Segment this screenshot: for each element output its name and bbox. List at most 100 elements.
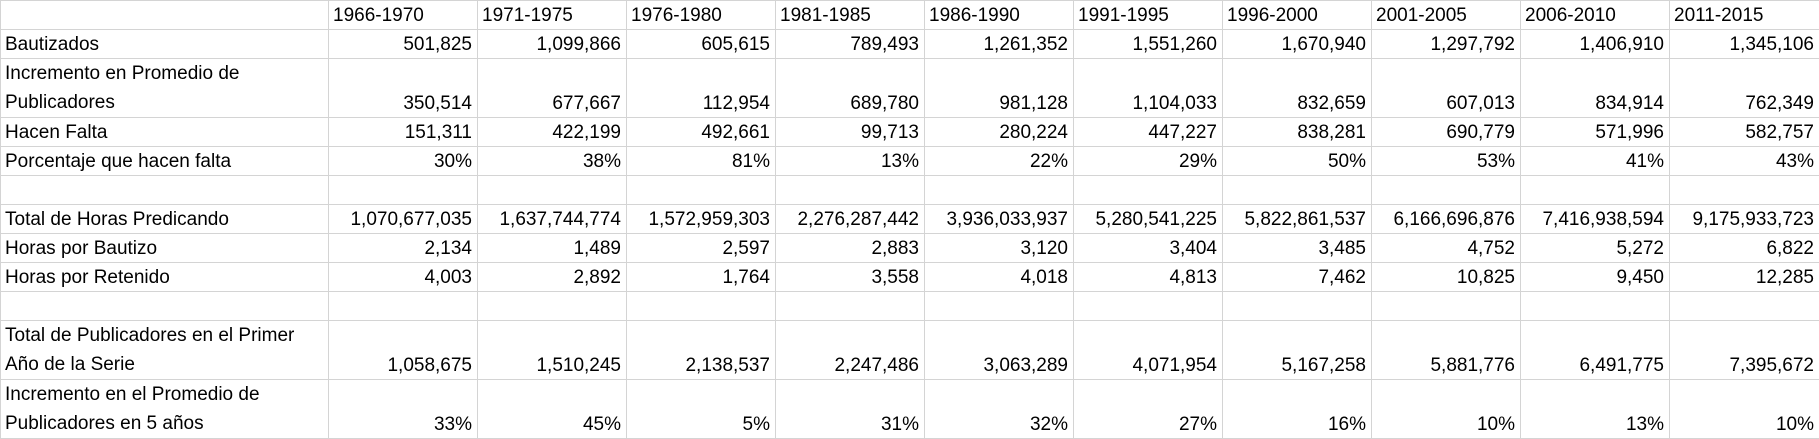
- data-cell[interactable]: 112,954: [627, 59, 776, 118]
- empty-cell[interactable]: [1521, 176, 1670, 205]
- empty-cell[interactable]: [478, 292, 627, 321]
- data-cell[interactable]: 350,514: [329, 59, 478, 118]
- data-cell[interactable]: 1,297,792: [1372, 30, 1521, 59]
- data-cell[interactable]: 1,058,675: [329, 321, 478, 380]
- column-header-cell[interactable]: 2006-2010: [1521, 1, 1670, 30]
- data-cell[interactable]: 5,881,776: [1372, 321, 1521, 380]
- data-cell[interactable]: 3,558: [776, 263, 925, 292]
- data-cell[interactable]: 45%: [478, 380, 627, 439]
- empty-cell[interactable]: [329, 176, 478, 205]
- empty-cell[interactable]: [329, 292, 478, 321]
- data-cell[interactable]: 4,752: [1372, 234, 1521, 263]
- data-cell[interactable]: 1,489: [478, 234, 627, 263]
- empty-cell[interactable]: [1372, 176, 1521, 205]
- data-cell[interactable]: 27%: [1074, 380, 1223, 439]
- data-cell[interactable]: 2,247,486: [776, 321, 925, 380]
- data-cell[interactable]: 1,510,245: [478, 321, 627, 380]
- data-cell[interactable]: 4,018: [925, 263, 1074, 292]
- row-label-cell[interactable]: Horas por Bautizo: [1, 234, 329, 263]
- data-cell[interactable]: 1,637,744,774: [478, 205, 627, 234]
- data-cell[interactable]: 10,825: [1372, 263, 1521, 292]
- empty-cell[interactable]: [1, 176, 329, 205]
- data-cell[interactable]: 1,345,106: [1670, 30, 1819, 59]
- column-header-cell[interactable]: 1986-1990: [925, 1, 1074, 30]
- data-cell[interactable]: 151,311: [329, 118, 478, 147]
- empty-cell[interactable]: [1074, 292, 1223, 321]
- data-cell[interactable]: 7,462: [1223, 263, 1372, 292]
- data-cell[interactable]: 762,349: [1670, 59, 1819, 118]
- row-label-cell[interactable]: Total de Horas Predicando: [1, 205, 329, 234]
- data-cell[interactable]: 5,167,258: [1223, 321, 1372, 380]
- data-cell[interactable]: 7,416,938,594: [1521, 205, 1670, 234]
- data-cell[interactable]: 834,914: [1521, 59, 1670, 118]
- data-cell[interactable]: 81%: [627, 147, 776, 176]
- column-header-cell[interactable]: 1996-2000: [1223, 1, 1372, 30]
- data-cell[interactable]: 582,757: [1670, 118, 1819, 147]
- row-label-cell[interactable]: Incremento en Promedio de Publicadores: [1, 59, 329, 118]
- data-cell[interactable]: 571,996: [1521, 118, 1670, 147]
- data-cell[interactable]: 605,615: [627, 30, 776, 59]
- data-cell[interactable]: 43%: [1670, 147, 1819, 176]
- empty-cell[interactable]: [478, 176, 627, 205]
- data-cell[interactable]: 9,450: [1521, 263, 1670, 292]
- row-label-cell[interactable]: Total de Publicadores en el Primer Año d…: [1, 321, 329, 380]
- data-cell[interactable]: 838,281: [1223, 118, 1372, 147]
- data-cell[interactable]: 832,659: [1223, 59, 1372, 118]
- data-cell[interactable]: 501,825: [329, 30, 478, 59]
- data-cell[interactable]: 12,285: [1670, 263, 1819, 292]
- data-cell[interactable]: 5%: [627, 380, 776, 439]
- data-cell[interactable]: 3,485: [1223, 234, 1372, 263]
- data-cell[interactable]: 1,406,910: [1521, 30, 1670, 59]
- data-cell[interactable]: 1,099,866: [478, 30, 627, 59]
- data-cell[interactable]: 22%: [925, 147, 1074, 176]
- data-cell[interactable]: 1,104,033: [1074, 59, 1223, 118]
- data-cell[interactable]: 6,491,775: [1521, 321, 1670, 380]
- empty-cell[interactable]: [627, 292, 776, 321]
- empty-cell[interactable]: [925, 292, 1074, 321]
- data-cell[interactable]: 1,572,959,303: [627, 205, 776, 234]
- data-cell[interactable]: 1,261,352: [925, 30, 1074, 59]
- column-header-cell[interactable]: 1991-1995: [1074, 1, 1223, 30]
- data-cell[interactable]: 10%: [1670, 380, 1819, 439]
- empty-cell[interactable]: [1670, 292, 1819, 321]
- column-header-cell[interactable]: 1966-1970: [329, 1, 478, 30]
- data-cell[interactable]: 4,003: [329, 263, 478, 292]
- data-cell[interactable]: 1,070,677,035: [329, 205, 478, 234]
- data-cell[interactable]: 41%: [1521, 147, 1670, 176]
- data-cell[interactable]: 690,779: [1372, 118, 1521, 147]
- data-cell[interactable]: 1,551,260: [1074, 30, 1223, 59]
- row-label-cell[interactable]: Hacen Falta: [1, 118, 329, 147]
- data-cell[interactable]: 5,272: [1521, 234, 1670, 263]
- corner-cell[interactable]: [1, 1, 329, 30]
- data-cell[interactable]: 2,892: [478, 263, 627, 292]
- empty-cell[interactable]: [776, 176, 925, 205]
- empty-cell[interactable]: [1074, 176, 1223, 205]
- data-cell[interactable]: 16%: [1223, 380, 1372, 439]
- data-cell[interactable]: 9,175,933,723: [1670, 205, 1819, 234]
- data-cell[interactable]: 689,780: [776, 59, 925, 118]
- data-cell[interactable]: 29%: [1074, 147, 1223, 176]
- data-cell[interactable]: 13%: [776, 147, 925, 176]
- data-cell[interactable]: 53%: [1372, 147, 1521, 176]
- data-cell[interactable]: 1,764: [627, 263, 776, 292]
- column-header-cell[interactable]: 2001-2005: [1372, 1, 1521, 30]
- data-cell[interactable]: 38%: [478, 147, 627, 176]
- data-cell[interactable]: 422,199: [478, 118, 627, 147]
- data-cell[interactable]: 13%: [1521, 380, 1670, 439]
- data-cell[interactable]: 3,936,033,937: [925, 205, 1074, 234]
- data-cell[interactable]: 33%: [329, 380, 478, 439]
- data-cell[interactable]: 3,063,289: [925, 321, 1074, 380]
- data-cell[interactable]: 7,395,672: [1670, 321, 1819, 380]
- data-cell[interactable]: 2,276,287,442: [776, 205, 925, 234]
- data-cell[interactable]: 2,138,537: [627, 321, 776, 380]
- empty-cell[interactable]: [1223, 176, 1372, 205]
- empty-cell[interactable]: [1223, 292, 1372, 321]
- empty-cell[interactable]: [925, 176, 1074, 205]
- column-header-cell[interactable]: 1971-1975: [478, 1, 627, 30]
- data-cell[interactable]: 32%: [925, 380, 1074, 439]
- data-cell[interactable]: 3,120: [925, 234, 1074, 263]
- data-cell[interactable]: 99,713: [776, 118, 925, 147]
- data-cell[interactable]: 280,224: [925, 118, 1074, 147]
- data-cell[interactable]: 4,071,954: [1074, 321, 1223, 380]
- empty-cell[interactable]: [776, 292, 925, 321]
